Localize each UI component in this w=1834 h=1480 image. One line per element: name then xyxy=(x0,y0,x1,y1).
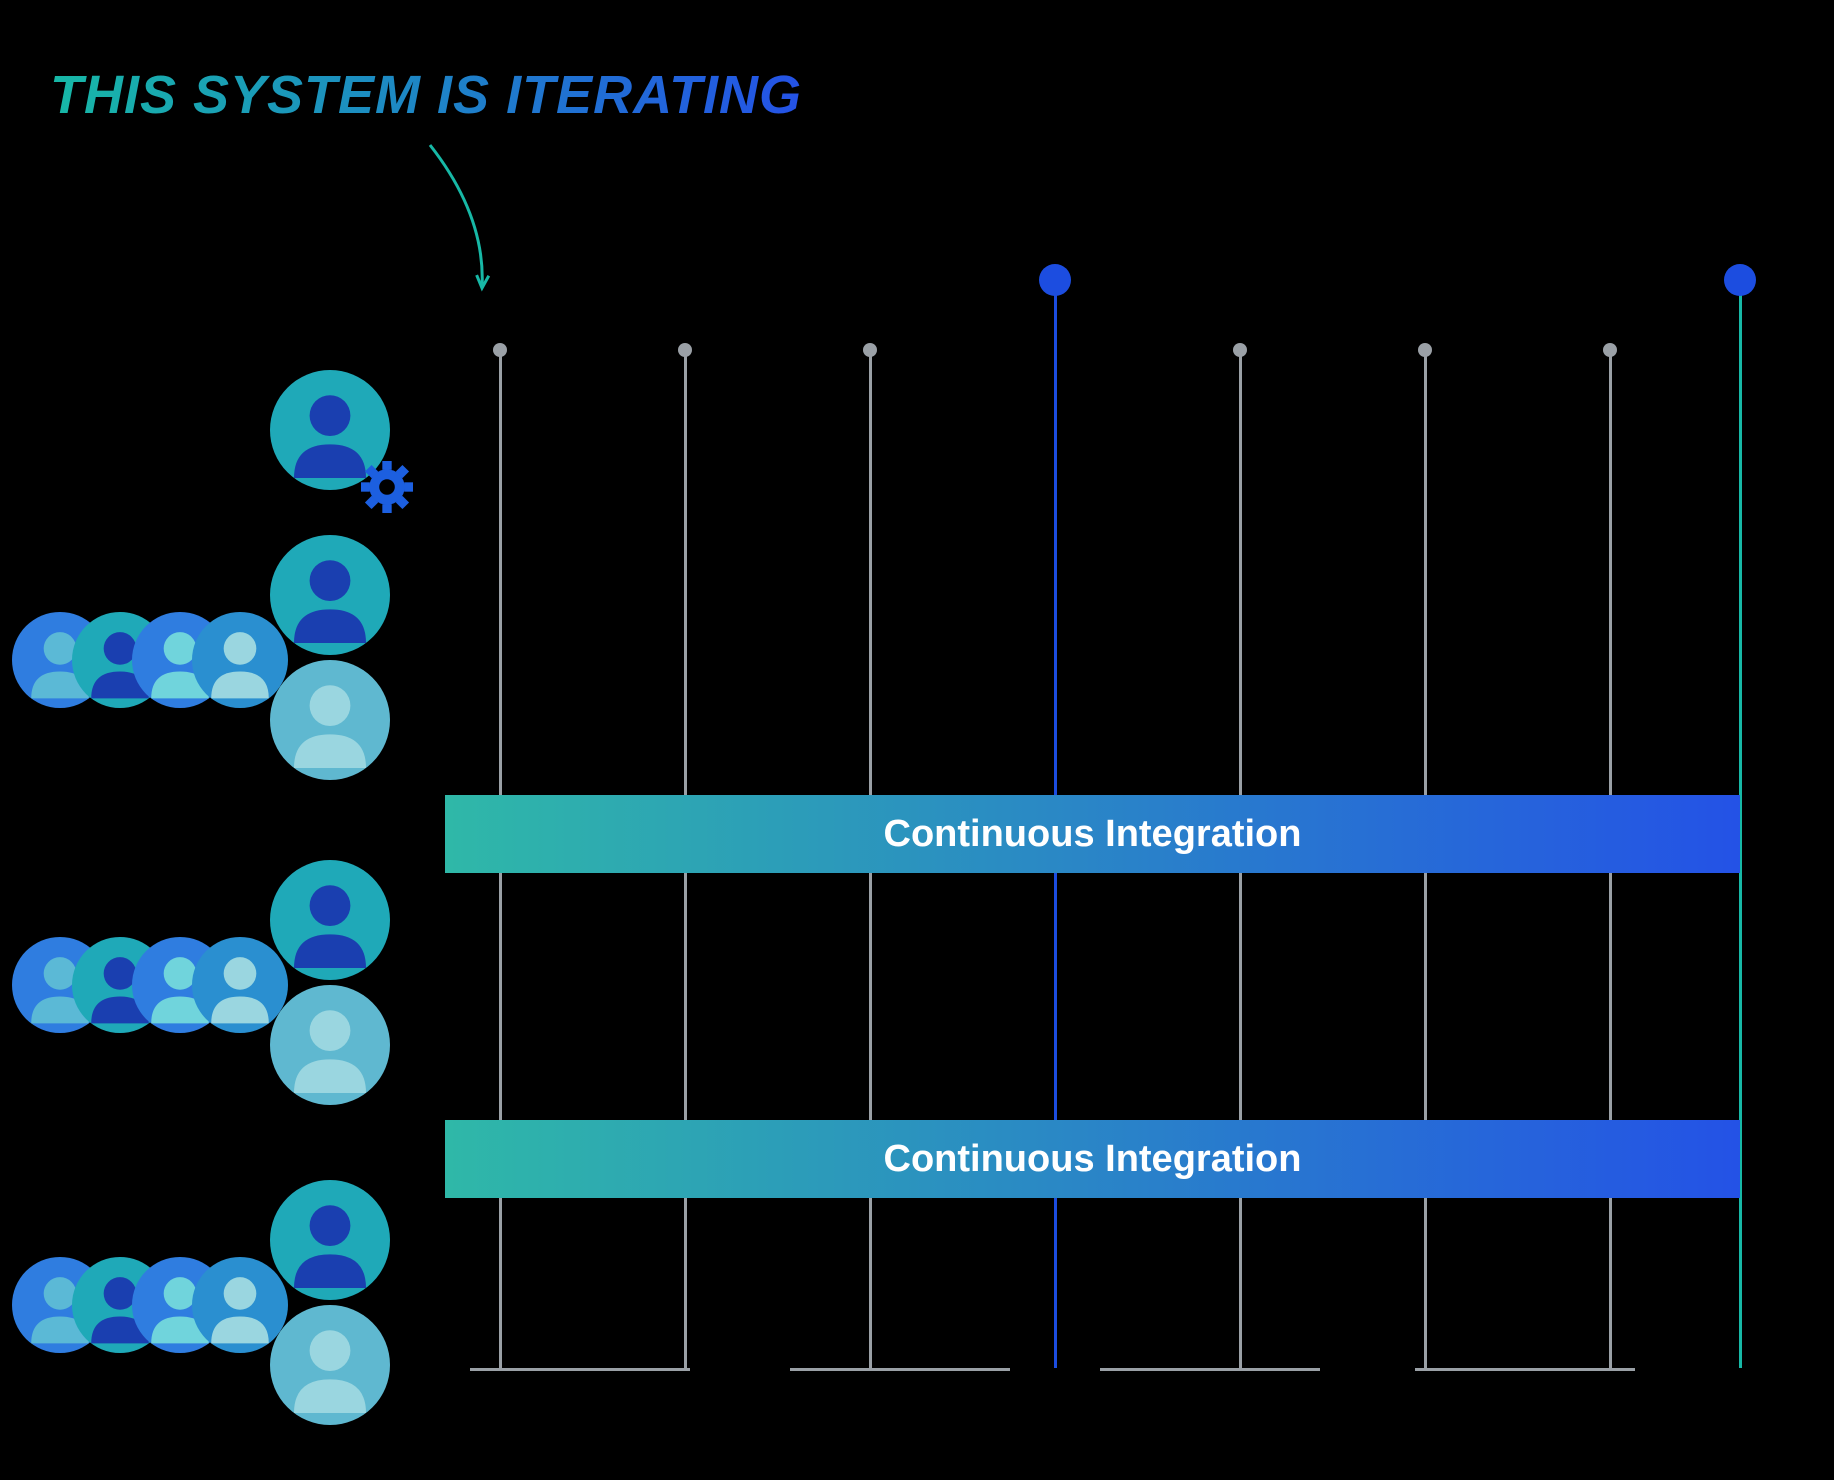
pointer-arrow-icon xyxy=(410,125,502,308)
lead-avatar-icon xyxy=(270,660,390,780)
tick-dot-icon xyxy=(678,343,692,357)
tick-dot-icon xyxy=(863,343,877,357)
tick-dot-icon xyxy=(1418,343,1432,357)
milestone-dot-icon xyxy=(1039,264,1071,296)
continuous-integration-bar: Continuous Integration xyxy=(445,795,1740,873)
tick-dot-icon xyxy=(1233,343,1247,357)
lead-avatar-icon xyxy=(270,860,390,980)
ci-bar-label: Continuous Integration xyxy=(884,1138,1302,1181)
lead-avatar-icon xyxy=(270,535,390,655)
milestone-dot-icon xyxy=(1724,264,1756,296)
lead-avatar-icon xyxy=(270,985,390,1105)
iteration-underline xyxy=(790,1368,1010,1371)
continuous-integration-bar: Continuous Integration xyxy=(445,1120,1740,1198)
tick-dot-icon xyxy=(1603,343,1617,357)
iteration-underline xyxy=(1415,1368,1635,1371)
tick-dot-icon xyxy=(493,343,507,357)
ci-bar-label: Continuous Integration xyxy=(884,813,1302,856)
iteration-underline xyxy=(1100,1368,1320,1371)
lead-avatar-icon xyxy=(270,1305,390,1425)
gear-icon xyxy=(361,461,413,513)
iteration-underline xyxy=(470,1368,690,1371)
lead-avatar-icon xyxy=(270,1180,390,1300)
diagram-title: THIS SYSTEM IS ITERATING xyxy=(50,64,802,126)
